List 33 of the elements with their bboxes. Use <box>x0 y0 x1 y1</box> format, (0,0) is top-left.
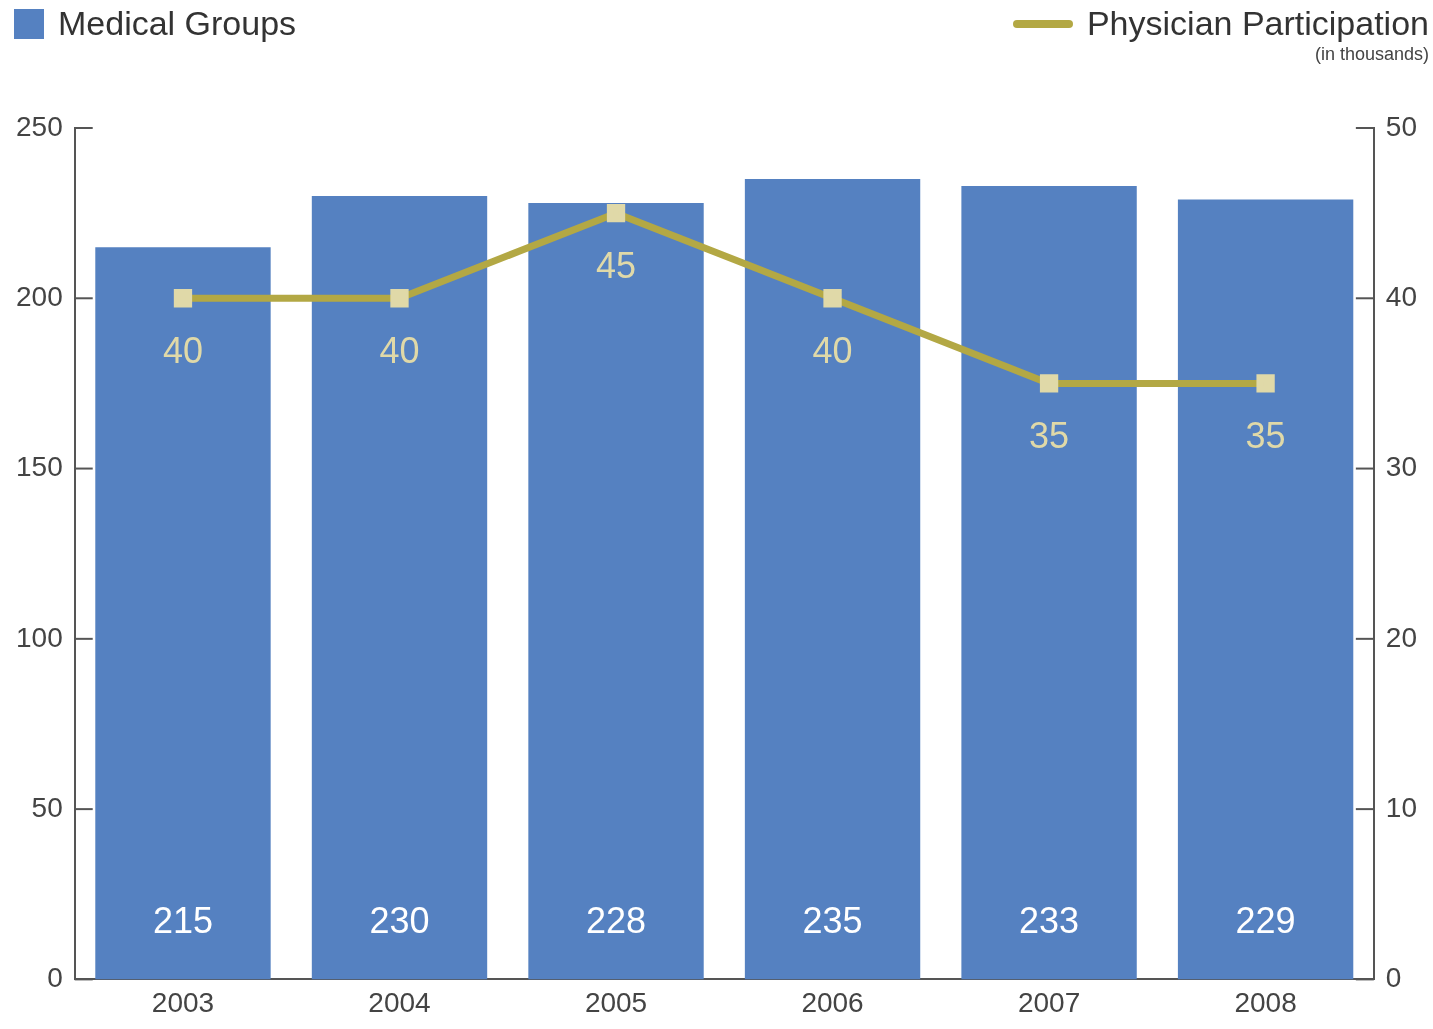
y2-tick-label: 10 <box>1385 791 1418 823</box>
data-label: 35 <box>1029 415 1070 457</box>
y-tick-label: 200 <box>16 281 63 312</box>
x-tick-label: 2004 <box>368 986 431 1018</box>
y-tick-label: 250 <box>16 110 63 142</box>
y2-tick-label: 0 <box>1385 962 1402 994</box>
y-tick-label: 50 <box>31 791 63 823</box>
y-tick-label: 0 <box>47 962 63 994</box>
data-label: 235 <box>802 900 863 942</box>
data-label: 35 <box>1245 415 1286 457</box>
data-label: 229 <box>1235 900 1296 942</box>
legend-label: Physician Participation <box>1086 4 1429 43</box>
data-label: 45 <box>596 245 637 287</box>
data-label: 233 <box>1019 900 1080 942</box>
y2-tick-label: 50 <box>1385 110 1418 142</box>
x-tick-label: 2003 <box>151 986 215 1018</box>
x-tick-label: 2008 <box>1234 986 1297 1018</box>
y2-tick-label: 30 <box>1385 451 1418 483</box>
y-tick-label: 100 <box>16 621 63 653</box>
x-tick-label: 2005 <box>584 986 648 1018</box>
data-label: 40 <box>162 330 203 372</box>
text: (in thousands) <box>1314 44 1429 65</box>
data-label: 40 <box>379 330 420 372</box>
y-tick-label: 150 <box>16 451 63 483</box>
data-label: 215 <box>152 900 214 942</box>
data-label: 40 <box>812 330 853 372</box>
data-label: 228 <box>585 900 647 942</box>
y2-tick-label: 40 <box>1385 281 1418 312</box>
x-tick-label: 2006 <box>801 986 864 1018</box>
x-tick-label: 2007 <box>1017 986 1081 1018</box>
y2-tick-label: 20 <box>1385 621 1418 653</box>
data-label: 230 <box>369 900 430 942</box>
legend-label: Medical Groups <box>58 4 297 43</box>
